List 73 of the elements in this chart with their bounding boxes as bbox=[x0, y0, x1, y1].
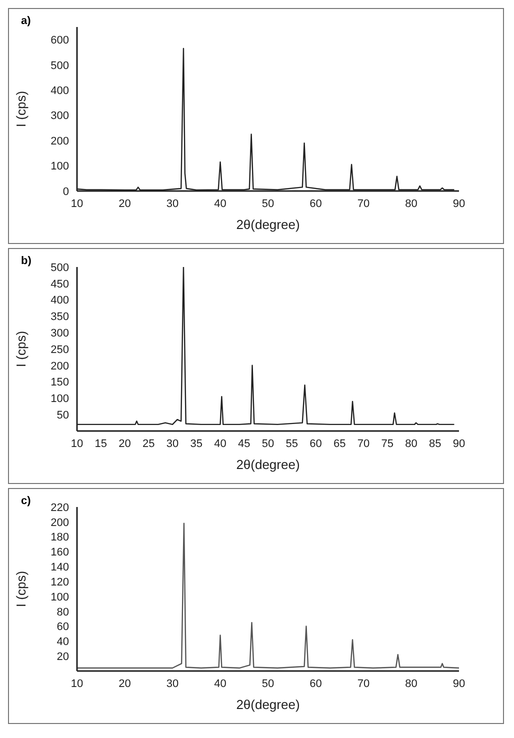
y-axis-title: I (cps) bbox=[14, 570, 29, 608]
x-tick-label: 50 bbox=[262, 438, 274, 450]
x-tick-label: 50 bbox=[262, 198, 274, 210]
y-tick-label: 220 bbox=[50, 502, 69, 514]
y-tick-label: 500 bbox=[50, 262, 69, 274]
x-tick-label: 70 bbox=[357, 438, 370, 450]
y-tick-label: 450 bbox=[50, 278, 69, 290]
x-tick-label: 10 bbox=[70, 198, 84, 210]
x-tick-label: 10 bbox=[70, 438, 84, 450]
x-tick-label: 30 bbox=[166, 678, 179, 690]
x-tick-label: 50 bbox=[262, 678, 274, 690]
x-axis-title: 2θ(degree) bbox=[236, 697, 300, 712]
y-tick-label: 200 bbox=[50, 516, 69, 529]
y-tick-label: 300 bbox=[50, 328, 69, 340]
x-tick-label: 70 bbox=[357, 678, 370, 690]
y-tick-label: 500 bbox=[50, 60, 69, 72]
x-tick-label: 80 bbox=[405, 678, 418, 690]
y-tick-label: 100 bbox=[50, 160, 69, 173]
line-series bbox=[77, 522, 459, 669]
x-tick-label: 45 bbox=[238, 438, 250, 450]
y-tick-label: 160 bbox=[50, 546, 69, 559]
y-tick-label: 250 bbox=[50, 344, 69, 356]
x-tick-label: 20 bbox=[118, 678, 131, 690]
x-tick-label: 20 bbox=[118, 438, 131, 450]
y-tick-label: 0 bbox=[62, 186, 69, 198]
x-tick-label: 90 bbox=[452, 438, 466, 450]
x-tick-label: 55 bbox=[286, 438, 298, 450]
chart-title: b) bbox=[21, 255, 32, 267]
chart-title: c) bbox=[21, 495, 31, 507]
y-tick-label: 180 bbox=[50, 532, 69, 544]
x-tick-label: 25 bbox=[142, 438, 155, 450]
y-tick-label: 40 bbox=[56, 636, 69, 648]
y-axis-title: I (cps) bbox=[14, 90, 29, 128]
x-tick-label: 15 bbox=[94, 438, 107, 450]
x-tick-label: 90 bbox=[452, 678, 466, 690]
x-tick-label: 65 bbox=[334, 438, 346, 450]
y-tick-label: 120 bbox=[50, 576, 69, 588]
y-tick-label: 400 bbox=[50, 84, 69, 97]
y-tick-label: 200 bbox=[50, 360, 69, 372]
x-axis-title: 2θ(degree) bbox=[236, 457, 300, 472]
x-tick-label: 75 bbox=[381, 438, 394, 450]
y-tick-label: 150 bbox=[50, 376, 69, 389]
y-tick-label: 50 bbox=[56, 410, 69, 422]
y-tick-label: 20 bbox=[56, 650, 69, 663]
x-tick-label: 10 bbox=[70, 678, 84, 690]
y-tick-label: 100 bbox=[50, 591, 69, 604]
x-tick-label: 60 bbox=[310, 438, 322, 450]
x-tick-label: 80 bbox=[405, 438, 418, 450]
x-axis-title: 2θ(degree) bbox=[236, 217, 300, 232]
x-tick-label: 90 bbox=[452, 198, 466, 210]
y-tick-label: 350 bbox=[50, 311, 69, 324]
y-tick-label: 80 bbox=[56, 606, 69, 618]
x-tick-label: 60 bbox=[310, 198, 322, 210]
y-tick-label: 300 bbox=[50, 110, 69, 122]
x-tick-label: 35 bbox=[190, 438, 202, 450]
y-tick-label: 600 bbox=[50, 34, 69, 47]
y-tick-label: 200 bbox=[50, 135, 69, 148]
x-tick-label: 40 bbox=[214, 198, 226, 210]
x-tick-label: 30 bbox=[166, 438, 179, 450]
y-axis-title: I (cps) bbox=[14, 330, 29, 368]
x-tick-label: 30 bbox=[166, 198, 179, 210]
x-tick-label: 70 bbox=[357, 198, 370, 210]
y-tick-label: 140 bbox=[50, 562, 69, 574]
x-tick-label: 60 bbox=[310, 678, 322, 690]
x-tick-label: 40 bbox=[214, 678, 226, 690]
x-tick-label: 80 bbox=[405, 198, 418, 210]
x-tick-label: 40 bbox=[214, 438, 226, 450]
x-tick-label: 85 bbox=[429, 438, 442, 450]
chart-title: a) bbox=[21, 15, 31, 27]
x-tick-label: 20 bbox=[118, 198, 131, 210]
y-tick-label: 60 bbox=[56, 621, 69, 634]
y-tick-label: 400 bbox=[50, 294, 69, 307]
y-tick-label: 100 bbox=[50, 393, 69, 406]
